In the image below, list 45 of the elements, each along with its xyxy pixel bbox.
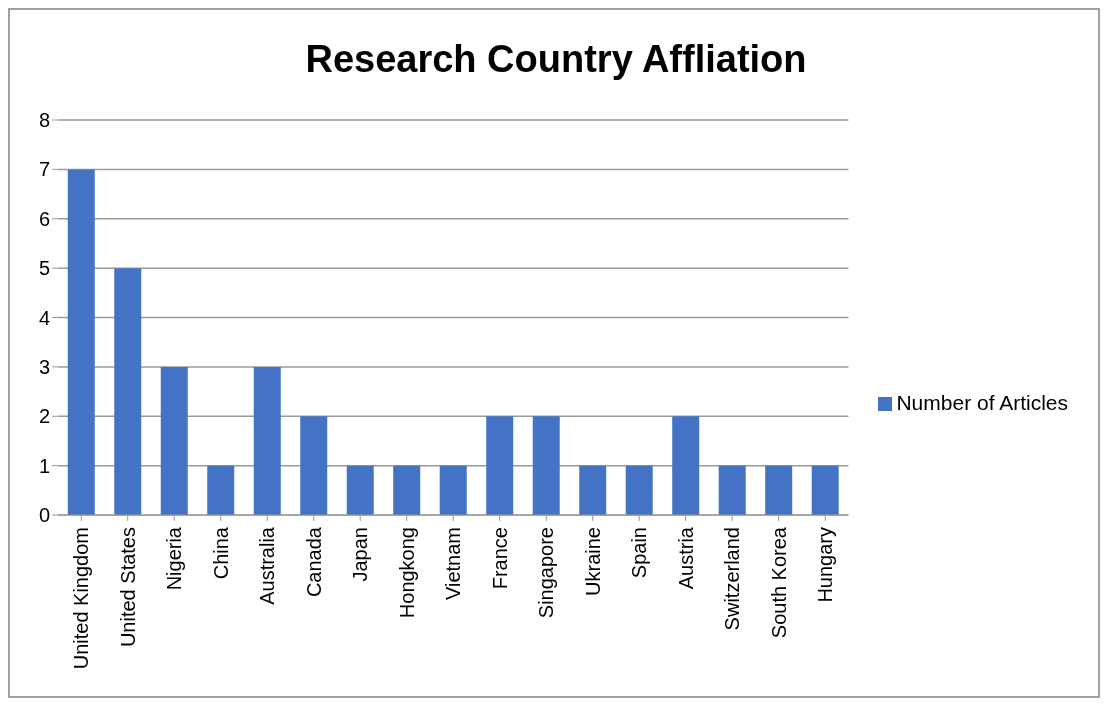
bar: [625, 465, 653, 515]
bar: [160, 366, 188, 515]
bar: [207, 465, 235, 515]
x-tick-label: Austria: [674, 526, 697, 590]
x-tick-label: Singapore: [535, 527, 558, 619]
y-tick-label: 0: [38, 504, 50, 527]
bar: [300, 416, 328, 515]
x-tick-label: China: [209, 526, 232, 580]
x-tick-label: Spain: [628, 527, 651, 579]
bar: [393, 465, 421, 515]
y-tick-label: 2: [38, 405, 50, 428]
bar: [811, 465, 839, 515]
bar: [67, 169, 95, 515]
x-tick-label: Japan: [349, 527, 372, 582]
y-tick-label: 8: [38, 109, 50, 132]
bar: [718, 465, 746, 515]
x-tick-label: United States: [116, 527, 139, 648]
bar: [532, 416, 560, 515]
bar: [765, 465, 793, 515]
bar: [579, 465, 607, 515]
y-tick-label: 3: [38, 355, 50, 378]
x-tick-label: Canada: [302, 526, 325, 598]
legend-label: Number of Articles: [896, 390, 1068, 414]
bar: [486, 416, 514, 515]
y-tick-label: 5: [38, 257, 50, 280]
x-tick-label: South Korea: [767, 526, 790, 639]
y-tick-label: 4: [38, 306, 50, 329]
y-tick-label: 7: [38, 158, 50, 181]
y-tick-label: 6: [38, 207, 50, 230]
x-tick-label: Vietnam: [442, 527, 465, 601]
bar: [439, 465, 467, 515]
y-tick-label: 1: [38, 454, 50, 477]
x-tick-label: Switzerland: [721, 527, 744, 631]
bar: [253, 366, 281, 515]
bar: [346, 465, 374, 515]
bar: [114, 268, 142, 515]
x-tick-label: Ukraine: [581, 527, 604, 596]
bar: [672, 416, 700, 515]
x-tick-label: Australia: [256, 526, 279, 605]
x-tick-label: Hungary: [814, 527, 837, 603]
x-tick-label: Nigeria: [163, 526, 186, 591]
x-tick-label: France: [488, 527, 511, 590]
x-tick-label: Hongkong: [395, 527, 418, 619]
x-tick-label: United Kingdom: [70, 527, 93, 670]
chart-title: Research Country Affliation: [304, 38, 808, 81]
